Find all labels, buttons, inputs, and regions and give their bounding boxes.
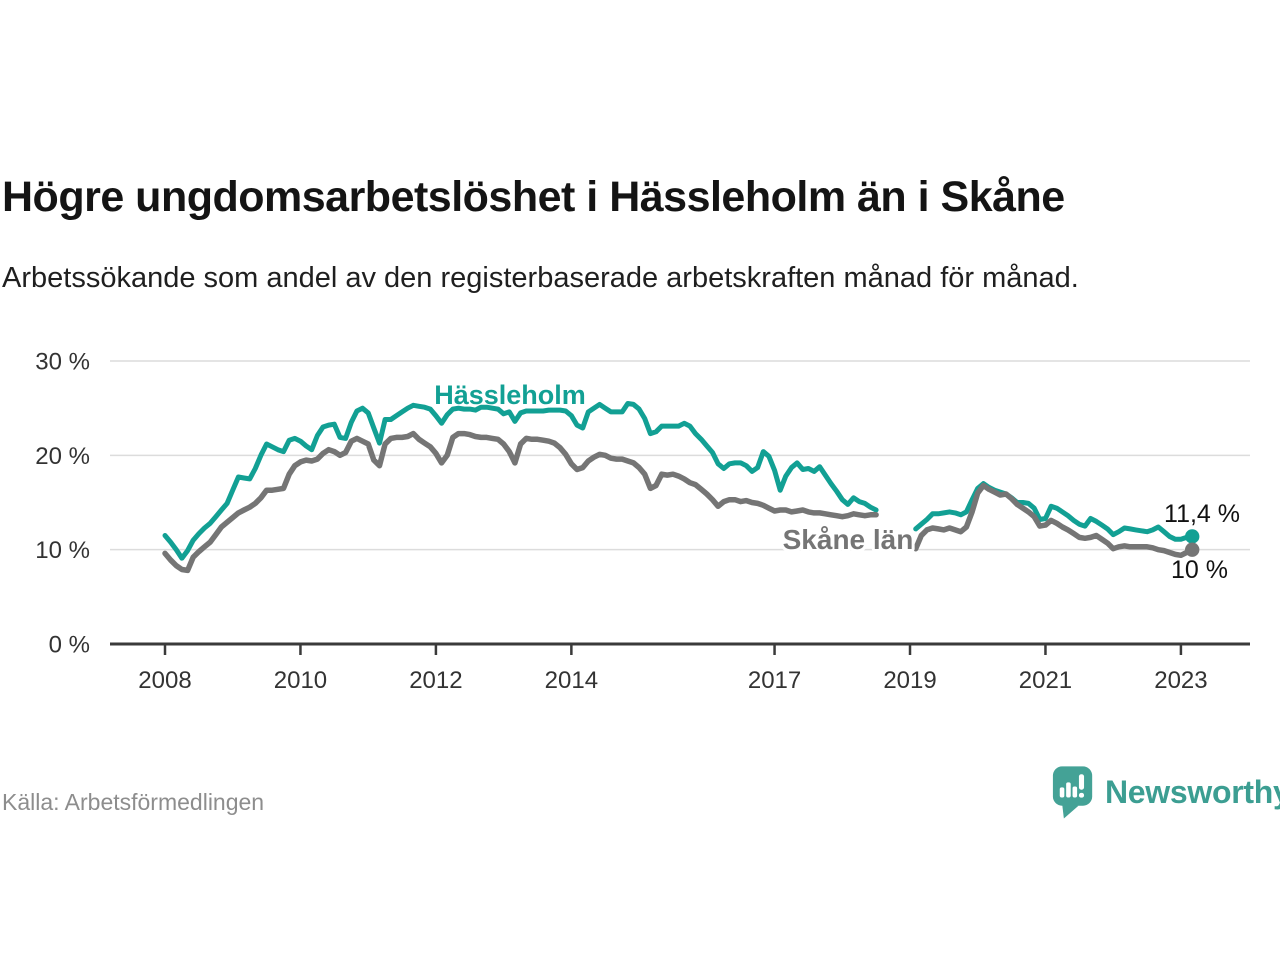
x-tick-label: 2010 [274,667,327,694]
x-tick-label: 2017 [748,667,801,694]
line-chart: 0 % 10 % 20 % 30 % 2008 2010 2012 2014 2017 2019 2… [0,330,1280,720]
newsworthy-wordmark: Newsworthy [1105,773,1280,810]
y-axis-labels: 0 % 10 % 20 % 30 % [35,349,90,659]
end-value-label-hassleholm: 11,4 % [1164,500,1240,528]
series-label-hassleholm: Hässleholm [434,380,586,410]
y-tick-label: 20 % [35,443,90,470]
x-tick-label: 2019 [883,667,936,694]
x-tick-label: 2008 [138,667,191,694]
page-subtitle: Arbetssökande som andel av den registerb… [2,262,1079,294]
x-axis: 2008 2010 2012 2014 2017 2019 2021 2023 [110,642,1250,694]
series-label-skane: Skåne län [783,524,914,555]
series-end-dot-skane [1185,542,1200,557]
y-tick-label: 10 % [35,537,90,564]
series-line-skane [162,430,1195,574]
source-note: Källa: Arbetsförmedlingen [2,789,265,815]
newsworthy-brand: Newsworthy [1052,763,1280,821]
x-tick-label: 2012 [409,667,462,694]
y-tick-label: 0 % [49,632,90,659]
x-tick-label: 2014 [545,667,598,694]
newsworthy-logo-icon [1052,766,1093,819]
end-value-label-skane: 10 % [1171,556,1228,584]
page-title: Högre ungdomsarbetslöshet i Hässleholm ä… [2,172,1065,221]
x-tick-label: 2023 [1154,667,1207,694]
y-tick-label: 30 % [35,349,90,376]
series-line-hassleholm [162,401,1195,561]
series-end-dot-hassleholm [1185,529,1200,544]
gridlines [110,360,1250,551]
x-tick-label: 2021 [1019,667,1072,694]
chart-canvas: 0 %10 %20 %30 %2008 2010 2012 2014 2017 2019 2… [35,349,1250,694]
